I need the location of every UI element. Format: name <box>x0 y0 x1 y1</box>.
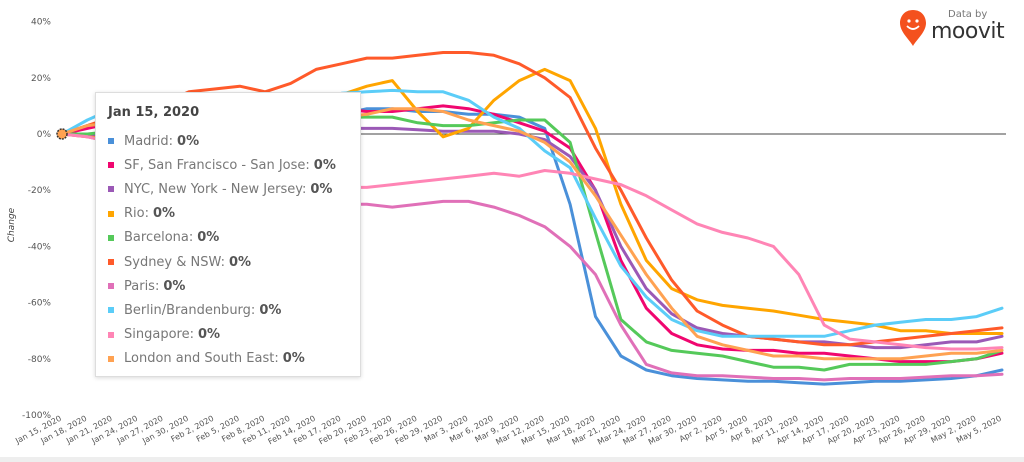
legend-swatch <box>108 283 114 290</box>
tooltip-series-value: 0% <box>152 206 176 222</box>
y-tick-label: -60% <box>28 299 52 309</box>
tooltip-row: Madrid: 0% <box>108 129 360 153</box>
tooltip-series-label: SF, San Francisco - San Jose: <box>124 157 310 173</box>
tooltip-date: Jan 15, 2020 <box>108 105 200 120</box>
tooltip-series-label: Sydney & NSW: <box>124 254 225 270</box>
moovit-logo: Data by moovit <box>898 6 1018 50</box>
tooltip-series-value: 0% <box>177 133 200 149</box>
tooltip-row: Sydney & NSW: 0% <box>108 250 360 274</box>
legend-swatch <box>108 331 114 338</box>
tooltip-series-value: 0% <box>310 181 333 197</box>
legend-swatch <box>108 210 114 217</box>
legend-swatch <box>108 355 114 362</box>
y-tick-label: -80% <box>28 355 52 365</box>
brand-name: moovit <box>931 19 1005 44</box>
tooltip-series-label: NYC, New York - New Jersey: <box>124 181 307 197</box>
tooltip-series-label: Berlin/Brandenburg: <box>124 302 256 318</box>
tooltip-series-value: 0% <box>228 254 252 270</box>
tooltip-series-label: Singapore: <box>124 327 194 343</box>
tooltip-row: NYC, New York - New Jersey: 0% <box>108 177 360 201</box>
moovit-pin-icon <box>900 10 926 46</box>
chart-tooltip: Jan 15, 2020 Madrid: 0% SF, San Francisco … <box>95 92 361 377</box>
tooltip-series-value: 0% <box>197 327 221 343</box>
tooltip-series-label: Barcelona: <box>124 230 194 246</box>
tooltip-series-value: 0% <box>197 230 220 246</box>
legend-swatch <box>108 307 114 314</box>
legend-swatch <box>108 234 114 241</box>
tooltip-series-label: Madrid: <box>124 133 174 149</box>
y-axis-label: Change <box>7 207 17 242</box>
tooltip-row: Rio: 0% <box>108 202 360 226</box>
tooltip-row: SF, San Francisco - San Jose: 0% <box>108 153 360 177</box>
tooltip-series-value: 0% <box>313 157 336 173</box>
y-tick-label: 20% <box>31 74 51 84</box>
tooltip-row: Paris: 0% <box>108 274 360 298</box>
tooltip-series-label: Paris: <box>124 278 160 294</box>
tooltip-row: Berlin/Brandenburg: 0% <box>108 298 360 322</box>
y-tick-label: 0% <box>37 130 52 140</box>
tooltip-row: Barcelona: 0% <box>108 226 360 250</box>
y-tick-label: -40% <box>28 242 52 252</box>
legend-swatch <box>108 138 114 145</box>
bottom-scrollbar <box>0 457 1024 462</box>
tooltip-row: Singapore: 0% <box>108 323 360 347</box>
y-tick-label: 40% <box>31 18 51 28</box>
tooltip-series-value: 0% <box>259 302 282 318</box>
tooltip-series-value: 0% <box>282 351 305 367</box>
tooltip-series-label: Rio: <box>124 206 149 222</box>
tooltip-series-label: London and South East: <box>124 351 279 367</box>
hover-marker <box>56 128 68 140</box>
y-tick-label: -100% <box>22 411 51 421</box>
legend-swatch <box>108 162 114 169</box>
legend-swatch <box>108 259 114 266</box>
y-tick-label: -20% <box>28 186 52 196</box>
legend-swatch <box>108 186 114 193</box>
tooltip-row: London and South East: 0% <box>108 347 360 371</box>
tooltip-series-value: 0% <box>163 278 186 294</box>
data-by-text: Data by <box>948 9 988 20</box>
series-line-sydney-nsw[interactable] <box>60 51 1004 347</box>
